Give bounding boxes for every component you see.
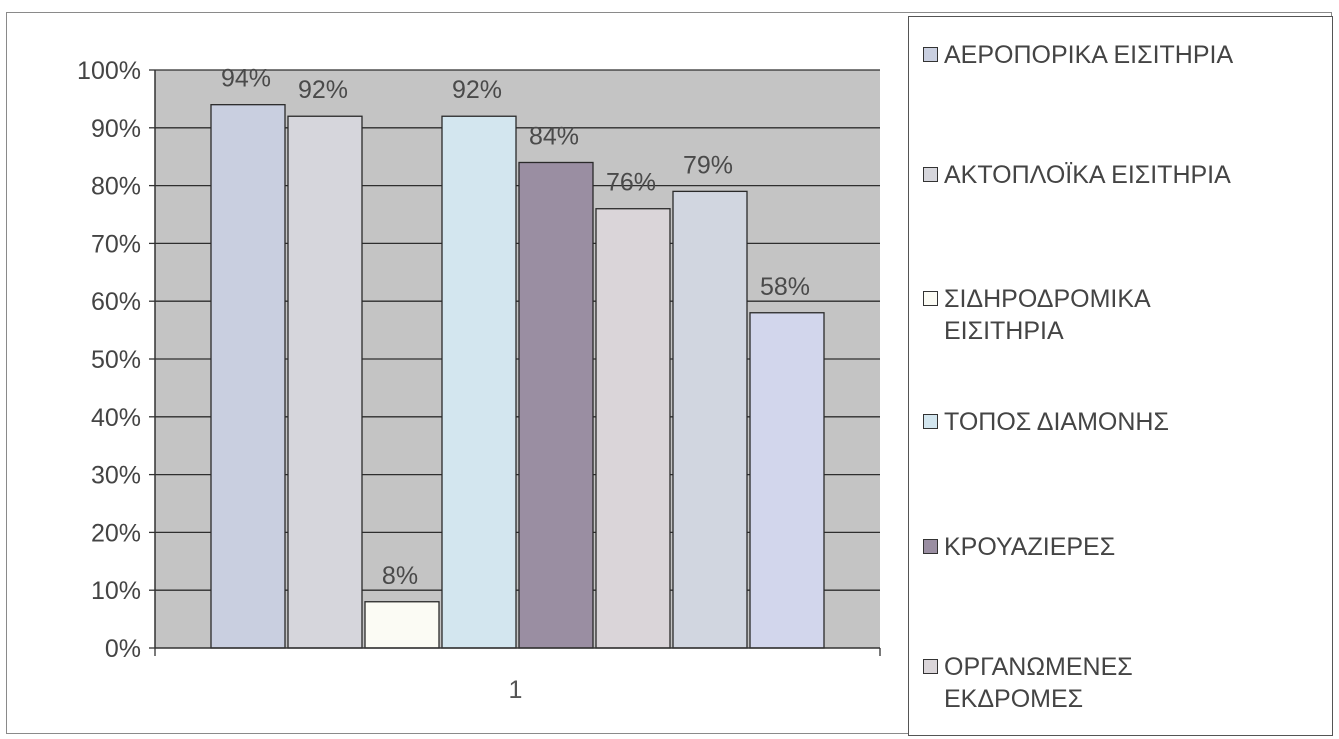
legend-label: ΤΟΠΟΣ ΔΙΑΜΟΝΗΣ [944, 408, 1169, 436]
legend-item: ΑΚΤΟΠΛΟΪΚΑ ΕΙΣΙΤΗΡΙΑ [923, 159, 1323, 191]
legend-label: ΑΕΡΟΠΟΡΙΚΑ ΕΙΣΙΤΗΡΙΑ [944, 41, 1234, 69]
y-tick-label: 0% [105, 635, 141, 663]
bar [595, 208, 671, 649]
bar-chart: 0% 10% 20% 30% 40% 50% 60% 70% 80% 90% 100% 1 94% 92… [77, 57, 881, 704]
x-tick-label: 1 [509, 676, 523, 704]
legend-item: ΤΟΠΟΣ ΔΙΑΜΟΝΗΣ [923, 406, 1323, 438]
data-label: 58% [760, 273, 810, 301]
y-tick-label: 20% [91, 519, 141, 547]
legend-label: ΟΡΓΑΝΩΜΕΝΕΣ ΕΚΔΡΟΜΕΣ [944, 653, 1133, 713]
data-label: 84% [529, 122, 579, 150]
legend-label: ΑΚΤΟΠΛΟΪΚΑ ΕΙΣΙΤΗΡΙΑ [944, 161, 1231, 189]
data-label: 79% [683, 151, 733, 179]
legend-item: ΣΙΔΗΡΟΔΡΟΜΙΚΑ ΕΙΣΙΤΗΡΙΑ [923, 283, 1323, 347]
data-label: 8% [382, 562, 418, 590]
y-tick-label: 10% [91, 577, 141, 605]
data-label: 92% [298, 76, 348, 104]
legend-swatch [923, 414, 938, 429]
y-tick-label: 80% [91, 173, 141, 201]
y-tick-label: 50% [91, 346, 141, 374]
y-tick-label: 30% [91, 462, 141, 490]
bar [749, 312, 825, 649]
bar [210, 104, 286, 649]
legend-swatch [923, 47, 938, 62]
legend-item: ΟΡΓΑΝΩΜΕΝΕΣ ΕΚΔΡΟΜΕΣ [923, 651, 1323, 715]
legend-swatch [923, 539, 938, 554]
y-tick-label: 70% [91, 230, 141, 258]
bar [518, 161, 594, 649]
legend-label: ΣΙΔΗΡΟΔΡΟΜΙΚΑ ΕΙΣΙΤΗΡΙΑ [944, 285, 1150, 345]
legend-swatch [923, 291, 938, 306]
y-tick-label: 40% [91, 404, 141, 432]
y-tick-label: 60% [91, 288, 141, 316]
data-label: 94% [221, 65, 271, 93]
bar [441, 115, 517, 649]
legend: ΑΕΡΟΠΟΡΙΚΑ ΕΙΣΙΤΗΡΙΑ ΑΚΤΟΠΛΟΪΚΑ ΕΙΣΙΤΗΡΙ… [908, 16, 1333, 736]
legend-swatch [923, 659, 938, 674]
legend-item: ΑΕΡΟΠΟΡΙΚΑ ΕΙΣΙΤΗΡΙΑ [923, 39, 1323, 71]
legend-item: ΚΡΟΥΑΖΙΕΡΕΣ [923, 531, 1323, 563]
legend-label: ΚΡΟΥΑΖΙΕΡΕΣ [944, 533, 1116, 561]
bar [287, 115, 363, 649]
data-label: 92% [452, 76, 502, 104]
y-tick-label: 100% [77, 57, 141, 85]
bar [364, 601, 440, 649]
legend-swatch [923, 167, 938, 182]
data-label: 76% [606, 169, 656, 197]
y-tick-label: 90% [91, 115, 141, 143]
bar [672, 190, 748, 649]
